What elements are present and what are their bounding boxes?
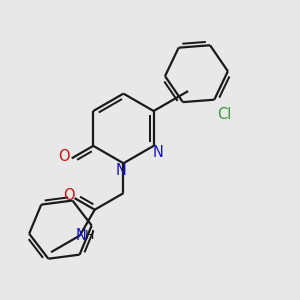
Text: O: O bbox=[63, 188, 74, 203]
Text: O: O bbox=[58, 149, 70, 164]
Text: Cl: Cl bbox=[218, 107, 232, 122]
Text: N: N bbox=[116, 163, 126, 178]
Text: H: H bbox=[85, 229, 94, 242]
Text: N: N bbox=[152, 145, 163, 160]
Text: N: N bbox=[75, 228, 86, 243]
